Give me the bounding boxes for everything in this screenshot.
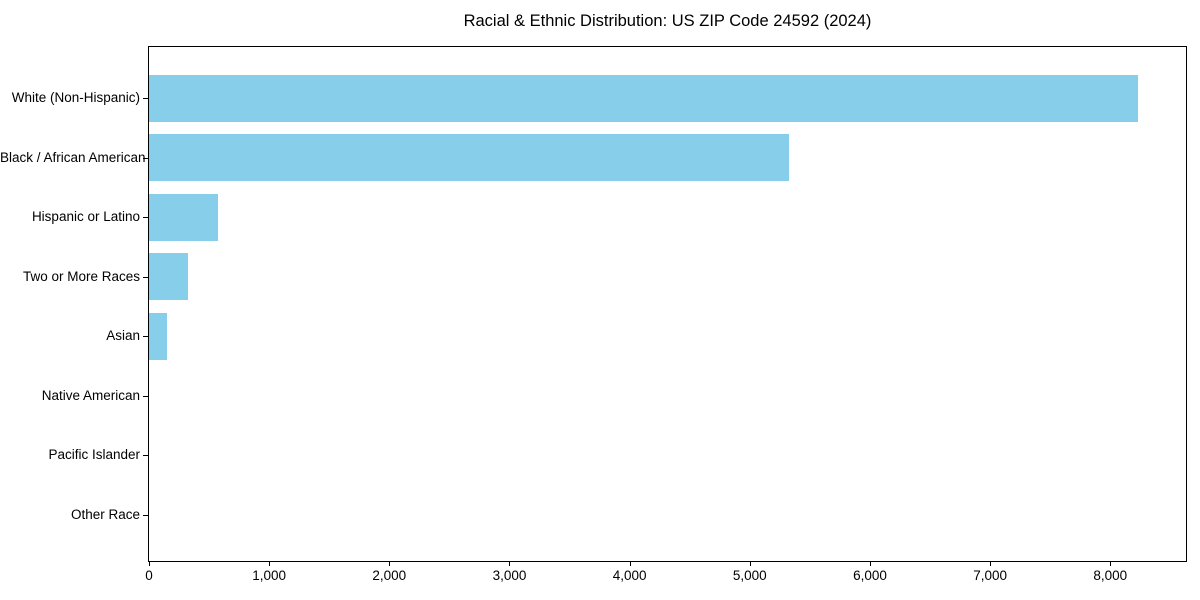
y-tick-label-hispanic-or-latino: Hispanic or Latino — [31, 209, 140, 224]
x-tick-label-3000: 3,000 — [492, 568, 527, 583]
bar-white-non-hispanic — [149, 74, 1138, 122]
x-tick-label-0: 0 — [145, 568, 153, 583]
y-tick-mark-two-or-more-races — [143, 276, 148, 278]
y-tick-mark-other-race — [143, 514, 148, 516]
x-tick-label-6000: 6,000 — [853, 568, 887, 583]
plot-area: White (Non-Hispanic) Black / African Amer… — [0, 46, 1187, 583]
x-tick-label-4000: 4,000 — [612, 568, 647, 583]
x-tick-label-2000: 2,000 — [372, 568, 407, 583]
x-tick-label-7000: 7,000 — [973, 568, 1008, 583]
x-tick-mark-8000 — [1110, 561, 1112, 566]
y-tick-label-black-african-american: Black / African American — [0, 149, 146, 165]
x-tick-mark-6000 — [869, 561, 871, 566]
y-tick-mark-native-american — [143, 395, 148, 397]
bar-hispanic-or-latino — [149, 193, 219, 241]
y-tick-mark-hispanic-or-latino — [143, 217, 148, 218]
x-tick-mark-1000 — [269, 561, 271, 566]
x-tick-mark-4000 — [629, 561, 631, 566]
bar-two-or-more-races — [149, 253, 189, 300]
x-tick-label-1000: 1,000 — [252, 568, 287, 583]
x-tick-label-5000: 5,000 — [732, 568, 767, 583]
x-tick-mark-3000 — [509, 561, 511, 566]
y-tick-mark-white-non-hispanic — [143, 98, 148, 99]
y-tick-label-two-or-more-races: Two or More Races — [22, 268, 140, 284]
bar-asian — [149, 312, 168, 360]
y-tick-mark-black-african-american — [143, 157, 148, 159]
x-tick-mark-2000 — [389, 561, 391, 566]
y-tick-label-asian: Asian — [106, 328, 140, 343]
chart-title: Racial & Ethnic Distribution: US ZIP Cod… — [463, 12, 872, 30]
x-tick-label-8000: 8,000 — [1093, 568, 1128, 583]
x-tick-mark-5000 — [749, 561, 751, 566]
y-tick-label-white-non-hispanic: White (Non-Hispanic) — [11, 90, 140, 105]
y-tick-label-native-american: Native American — [41, 387, 140, 403]
x-tick-mark-7000 — [990, 561, 992, 566]
y-tick-label-pacific-islander: Pacific Islander — [48, 447, 140, 462]
y-tick-mark-asian — [143, 336, 148, 337]
bar-black-african-american — [149, 134, 790, 181]
y-tick-label-other-race: Other Race — [70, 506, 140, 522]
x-tick-mark-0 — [149, 561, 150, 566]
y-tick-mark-pacific-islander — [143, 455, 148, 456]
